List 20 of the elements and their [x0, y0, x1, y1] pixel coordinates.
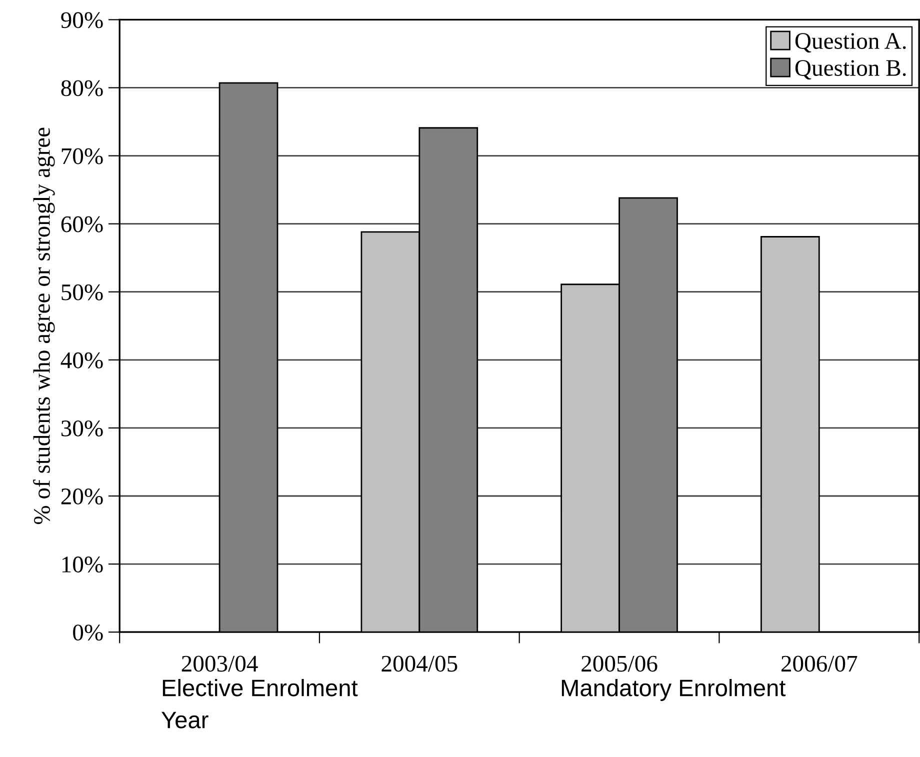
y-tick-label: 90%	[61, 12, 103, 28]
x-tick-label: 2003/04	[182, 656, 258, 672]
legend-label: Question B.	[795, 60, 906, 80]
y-tick-label: 10%	[62, 556, 103, 573]
y-tick-label: 80%	[61, 80, 103, 96]
text: Elective Enrolment	[162, 678, 358, 696]
legend-label: Question A.	[795, 33, 906, 53]
text: Mandatory Enrolment	[562, 678, 786, 702]
x-tick-label: 2005/06	[582, 656, 658, 672]
y-tick-label: 0%	[73, 624, 103, 641]
y-axis-title: % of students who agree or strongly agree	[33, 128, 55, 524]
y-tick-label: 20%	[61, 488, 103, 505]
x-axis-title: Year	[162, 712, 208, 728]
y-tick-label: 70%	[62, 148, 103, 164]
y-tick-label: 40%	[60, 352, 103, 368]
x-tick-label: 2006/07	[781, 656, 858, 672]
y-tick-label: 50%	[62, 284, 103, 300]
y-tick-label: 30%	[61, 420, 103, 436]
x-tick-label: 2004/05	[382, 656, 458, 672]
y-tick-label: 60%	[61, 216, 103, 232]
